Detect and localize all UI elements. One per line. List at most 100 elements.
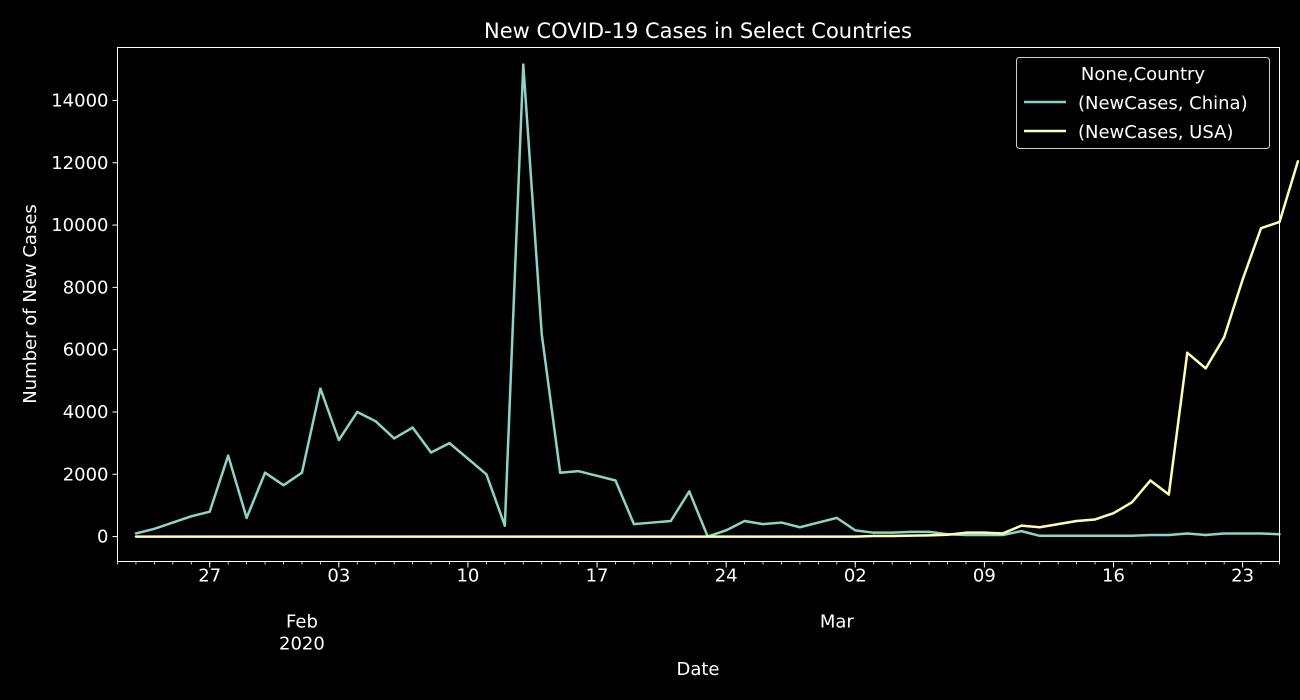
data-point: 2020-02-23: 0 [706, 535, 709, 538]
data-point: 2020-02-19: 0 [632, 535, 636, 538]
data-point: 2020-03-14: 500 [1075, 519, 1078, 523]
data-point: 2020-03-17: 1100 [1130, 501, 1134, 504]
data-point: 2020-03-14: 25 [1075, 534, 1078, 537]
data-point: 2020-03-22: 100 [1222, 532, 1226, 535]
data-point: 2020-03-04: 125 [890, 531, 894, 534]
x-month-label: Feb [286, 612, 318, 633]
data-point: 2020-02-20: 450 [651, 521, 654, 524]
data-point: 2020-01-24: 250 [153, 527, 156, 530]
data-point: 2020-03-11: 350 [1020, 524, 1023, 527]
y-tick-label: 8000 [63, 277, 109, 298]
data-point: 2020-03-04: 20 [890, 534, 894, 538]
data-point: 2020-02-08: 0 [429, 535, 433, 538]
y-axis-label: Number of New Cases [20, 204, 41, 404]
data-point: 2020-01-31: 1650 [282, 483, 285, 487]
series-points-newcases-usa: 2020-01-23: 0 2020-01-24: 0 2020-01-25: 0 2… [134, 160, 1300, 538]
data-point: 2020-03-05: 30 [909, 534, 912, 537]
data-point: 2020-02-05: 0 [374, 535, 377, 538]
data-point: 2020-03-15: 550 [1093, 518, 1097, 521]
data-point: 2020-03-20: 100 [1186, 532, 1189, 535]
data-point: 2020-01-29: 600 [245, 516, 248, 520]
data-point: 2020-01-31: 0 [282, 535, 285, 538]
data-point: 2020-03-06: 150 [927, 530, 931, 534]
x-year-label: 2020 [279, 634, 325, 655]
y-tick-label: 0 [97, 527, 108, 548]
data-point: 2020-03-23: 100 [1241, 532, 1244, 535]
data-point: 2020-03-09: 50 [983, 533, 986, 537]
data-point: 2020-01-25: 0 [171, 535, 175, 538]
series-line-newcases-usa [135, 160, 1300, 538]
data-point: 2020-01-27: 800 [208, 510, 211, 513]
data-point: 2020-02-24: 200 [724, 529, 728, 532]
data-point: 2020-02-06: 0 [392, 535, 396, 538]
data-point: 2020-03-18: 50 [1149, 533, 1152, 537]
data-point: 2020-02-21: 0 [669, 535, 673, 538]
data-point: 2020-03-18: 1800 [1149, 479, 1152, 482]
data-point: 2020-02-27: 0 [780, 535, 783, 538]
data-point: 2020-03-19: 50 [1167, 533, 1171, 537]
data-point: 2020-02-28: 0 [798, 535, 802, 538]
data-point: 2020-03-05: 150 [909, 530, 912, 534]
data-point: 2020-02-20: 0 [651, 535, 654, 538]
data-point: 2020-02-02: 4750 [319, 387, 322, 390]
data-point: 2020-03-08: 125 [964, 531, 968, 534]
data-point: 2020-02-07: 3500 [411, 426, 414, 429]
data-point: 2020-02-15: 2050 [558, 471, 562, 474]
data-point: 2020-01-29: 0 [245, 535, 248, 538]
data-point: 2020-02-26: 0 [761, 535, 765, 538]
data-point: 2020-02-18: 1800 [614, 479, 617, 482]
data-point: 2020-03-07: 60 [946, 533, 949, 536]
data-point: 2020-02-24: 0 [724, 535, 728, 538]
legend-label-china: (NewCases, China) [1078, 93, 1248, 114]
data-point: 2020-03-15: 25 [1093, 534, 1097, 537]
data-point: 2020-02-17: 1950 [595, 474, 599, 478]
data-point: 2020-02-10: 0 [466, 535, 470, 538]
y-axis: 0 2000 4000 6000 8000 10000 12000 14000 [51, 90, 118, 548]
data-point: 2020-01-24: 0 [153, 535, 156, 538]
data-point: 2020-02-18: 0 [614, 535, 617, 538]
data-point: 2020-03-08: 50 [964, 533, 968, 537]
data-point: 2020-02-09: 0 [448, 535, 451, 538]
data-point: 2020-03-13: 25 [1056, 534, 1060, 537]
data-point: 2020-02-29: 450 [817, 521, 820, 524]
data-point: 2020-02-07: 0 [411, 535, 414, 538]
data-point: 2020-03-02: 0 [854, 535, 857, 538]
data-point: 2020-02-28: 300 [798, 526, 802, 529]
data-point: 2020-03-19: 1350 [1167, 493, 1171, 496]
data-point: 2020-02-12: 0 [503, 535, 507, 538]
data-point: 2020-01-23: 100 [134, 532, 138, 535]
x-tick-label: 27 [198, 566, 221, 587]
y-tick-label: 6000 [63, 340, 109, 361]
data-point: 2020-02-16: 0 [577, 535, 580, 538]
plot-area: 2020-01-23: 100 2020-01-24: 250 2020-01-25… [134, 63, 1300, 538]
y-tick-label: 14000 [51, 90, 108, 111]
x-month-label: Mar [820, 612, 855, 633]
data-point: 2020-03-16: 750 [1112, 512, 1115, 515]
data-point: 2020-02-14: 6500 [540, 332, 543, 336]
data-point: 2020-03-23: 8250 [1241, 278, 1244, 281]
x-axis-label: Date [676, 659, 719, 680]
data-point: 2020-02-08: 2700 [429, 451, 433, 454]
data-point: 2020-03-20: 5900 [1186, 351, 1189, 354]
data-point: 2020-01-25: 450 [171, 521, 175, 524]
data-point: 2020-02-21: 500 [669, 519, 673, 523]
data-point: 2020-02-01: 2050 [300, 471, 304, 474]
data-point: 2020-01-30: 0 [263, 535, 267, 538]
data-point: 2020-02-09: 3000 [448, 441, 451, 445]
data-point: 2020-02-10: 2500 [466, 457, 470, 460]
data-point: 2020-03-21: 50 [1204, 533, 1207, 537]
data-point: 2020-02-17: 0 [595, 535, 599, 538]
data-point: 2020-02-03: 0 [337, 535, 341, 538]
data-point: 2020-02-16: 2100 [577, 469, 580, 473]
data-point: 2020-03-06: 40 [927, 534, 931, 537]
y-tick-label: 12000 [51, 153, 108, 174]
y-tick-label: 2000 [63, 464, 109, 485]
data-point: 2020-02-03: 3100 [337, 438, 341, 442]
data-point: 2020-02-25: 0 [743, 535, 746, 538]
data-point: 2020-02-29: 0 [817, 535, 820, 538]
data-point: 2020-03-17: 25 [1130, 534, 1134, 537]
data-point: 2020-01-30: 2050 [263, 471, 267, 474]
data-point: 2020-01-26: 650 [190, 515, 193, 518]
